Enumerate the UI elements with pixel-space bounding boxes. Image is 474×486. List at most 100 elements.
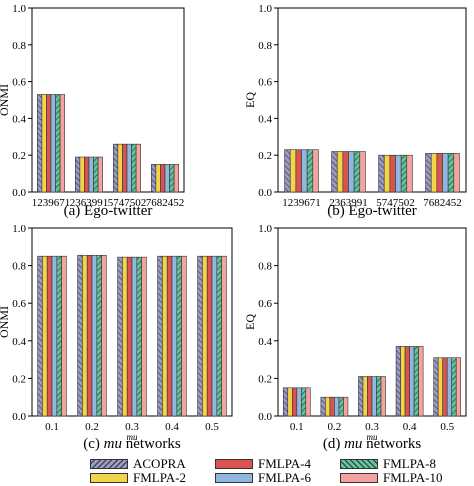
bar-FMLPA-2-2363991 (336, 151, 344, 193)
plot-frame (277, 7, 467, 193)
bar-ACOPRA-5747502 (378, 154, 385, 193)
bar-FMLPA-2-5747502 (383, 154, 391, 193)
x-tick-label: 0.5 (440, 421, 454, 433)
bar-FMLPA-8-0.3 (376, 376, 382, 417)
bar-FMLPA-10-0.4 (418, 346, 424, 417)
bar-FMLPA-2-0.2 (82, 254, 88, 417)
y-tick-label: 0.0 (12, 187, 26, 199)
legend-swatch (90, 459, 128, 469)
y-tick-label: 0.8 (258, 261, 272, 273)
bar-FMLPA-10-2363991 (97, 156, 103, 193)
bar-FMLPA-4-2363991 (342, 151, 349, 193)
bar-FMLPA-2-1239671 (41, 94, 47, 193)
bar-FMLPA-10-0.5 (221, 255, 227, 417)
bar-FMLPA-10-5747502 (406, 154, 413, 193)
x-tick-label: 5747502 (108, 197, 147, 209)
y-axis-label: EQ (243, 92, 257, 108)
bar-FMLPA-4-5747502 (122, 143, 128, 193)
x-tick-label: 1239671 (282, 197, 321, 209)
y-tick-label: 0.8 (12, 40, 26, 52)
y-axis-label: ONMI (0, 306, 11, 338)
bar-FMLPA-2-7682452 (155, 164, 161, 193)
legend-label: FMLPA-6 (258, 470, 311, 485)
panel-caption: (c) mu networks (83, 436, 181, 452)
bar-FMLPA-8-5747502 (400, 154, 408, 193)
y-tick-label: 1.0 (258, 223, 272, 235)
bar-FMLPA-2-0.2 (325, 396, 331, 417)
bar-ACOPRA-0.3 (358, 376, 364, 417)
x-tick-label: 0.3 (365, 421, 379, 433)
y-tick-label: 0.6 (258, 77, 272, 89)
legend-item-ACOPRA: ACOPRA (90, 456, 186, 472)
panel-caption: (a) Ego-twitter (64, 203, 153, 219)
bar-FMLPA-8-0.3 (136, 256, 142, 417)
y-tick-label: 0.4 (258, 336, 272, 348)
bar-FMLPA-10-7682452 (453, 153, 460, 193)
bar-FMLPA-4-0.4 (404, 346, 410, 417)
bar-ACOPRA-5747502 (113, 143, 119, 193)
x-tick-label: 7682452 (146, 197, 185, 209)
bar-FMLPA-2-0.1 (42, 255, 48, 417)
bar-ACOPRA-0.1 (282, 387, 289, 417)
bar-FMLPA-10-0.3 (141, 256, 147, 417)
bar-FMLPA-4-0.3 (126, 256, 133, 417)
bar-FMLPA-2-2363991 (79, 156, 85, 193)
y-tick-label: 0.4 (258, 113, 272, 125)
bar-FMLPA-4-0.1 (291, 387, 298, 417)
plot-frame (31, 7, 185, 193)
x-tick-label: 2363991 (70, 197, 109, 209)
bar-ACOPRA-0.3 (117, 256, 123, 417)
bar-FMLPA-4-0.5 (442, 357, 448, 417)
bar-FMLPA-8-0.2 (338, 396, 344, 417)
bar-FMLPA-6-0.4 (409, 346, 415, 417)
legend-item-FMLPA-10: FMLPA-10 (340, 470, 442, 486)
x-tick-label: 0.2 (328, 421, 342, 433)
x-tick-label: 0.1 (290, 421, 304, 433)
bar-FMLPA-8-5747502 (131, 143, 137, 193)
bar-ACOPRA-7682452 (151, 164, 157, 193)
bar-ACOPRA-0.2 (77, 254, 83, 417)
y-tick-label: 1.0 (12, 223, 26, 235)
x-tick-label: 7682452 (423, 197, 462, 209)
y-tick-label: 0.6 (258, 298, 272, 310)
y-tick-label: 1.0 (12, 3, 26, 15)
bar-FMLPA-8-0.1 (301, 387, 307, 417)
bar-FMLPA-6-7682452 (164, 164, 170, 193)
bar-FMLPA-2-7682452 (430, 153, 438, 193)
bar-FMLPA-6-0.2 (91, 254, 98, 417)
bar-FMLPA-2-0.3 (362, 376, 368, 417)
bar-FMLPA-6-0.2 (334, 396, 340, 417)
bar-FMLPA-8-2363991 (353, 151, 361, 193)
bar-FMLPA-10-0.4 (181, 255, 187, 417)
y-axis-label: EQ (243, 314, 257, 330)
legend-label: FMLPA-2 (133, 470, 186, 485)
legend-swatch (340, 473, 378, 483)
legend-item-FMLPA-8: FMLPA-8 (340, 456, 436, 472)
bar-FMLPA-4-2363991 (84, 156, 90, 193)
legend-item-FMLPA-2: FMLPA-2 (90, 470, 186, 486)
bar-FMLPA-6-0.3 (131, 256, 138, 417)
bar-FMLPA-8-0.4 (413, 346, 419, 417)
legend-item-FMLPA-6: FMLPA-6 (215, 470, 311, 486)
legend-swatch (90, 473, 128, 483)
bar-FMLPA-8-2363991 (93, 156, 99, 193)
legend-swatch (215, 473, 253, 483)
bar-FMLPA-4-0.4 (166, 255, 173, 417)
bar-FMLPA-4-0.2 (86, 254, 93, 417)
bar-FMLPA-2-0.5 (437, 357, 443, 417)
chart-panel-c: 0.0 0.2 0.4 0.6 0.8 1.0 ONMI 0.1 0.2 0.3 0.4 0.5 mu(… (0, 223, 233, 452)
bar-FMLPA-6-2363991 (348, 151, 355, 193)
bar-FMLPA-10-0.5 (455, 357, 462, 417)
bar-ACOPRA-2363991 (331, 151, 338, 193)
bar-FMLPA-10-0.2 (343, 396, 349, 417)
bar-FMLPA-2-0.4 (400, 346, 406, 417)
bar-ACOPRA-0.2 (320, 396, 326, 417)
bar-FMLPA-10-0.1 (305, 387, 311, 417)
bar-ACOPRA-0.4 (395, 346, 401, 417)
y-tick-label: 0.8 (258, 40, 272, 52)
bar-ACOPRA-0.4 (157, 255, 163, 417)
x-axis-label: mu (127, 432, 138, 442)
panel-caption: (d) mu networks (323, 436, 421, 452)
bar-FMLPA-10-7682452 (173, 164, 179, 193)
